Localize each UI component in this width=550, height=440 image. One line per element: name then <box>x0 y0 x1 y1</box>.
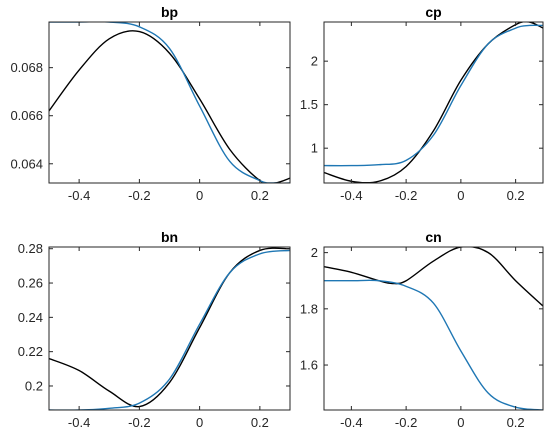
y-tick-label: 1.8 <box>300 301 318 316</box>
x-tick-label: -0.4 <box>340 415 362 430</box>
subplot-title: bn <box>161 229 178 245</box>
y-tick-label: 1.5 <box>300 97 318 112</box>
series-line-blue <box>49 22 290 184</box>
x-tick-label: 0 <box>196 415 203 430</box>
subplot-title: cp <box>425 4 441 20</box>
series-line-black <box>324 246 543 306</box>
y-tick-label: 0.066 <box>10 108 43 123</box>
y-tick-label: 0.064 <box>10 156 43 171</box>
y-tick-label: 2 <box>311 54 318 69</box>
subplot-title: cn <box>425 229 441 245</box>
subplot-title: bp <box>161 4 178 20</box>
y-tick-label: 0.068 <box>10 60 43 75</box>
axes-box <box>49 22 290 183</box>
y-tick-label: 0.2 <box>25 378 43 393</box>
x-tick-label: -0.4 <box>68 188 90 203</box>
axes-box <box>324 22 543 183</box>
x-tick-label: 0.2 <box>507 188 525 203</box>
x-tick-label: -0.2 <box>128 188 150 203</box>
x-tick-label: -0.2 <box>395 415 417 430</box>
subplot-bp: -0.4 -0.2 0 0.2 0.064 0.066 0.068 bp <box>10 4 290 203</box>
x-tick-label: 0 <box>457 415 464 430</box>
x-tick-label: 0.2 <box>507 415 525 430</box>
x-tick-label: 0 <box>196 188 203 203</box>
y-tick-label: 0.28 <box>18 241 43 256</box>
y-tick-label: 2 <box>311 245 318 260</box>
x-tick-label: -0.4 <box>340 188 362 203</box>
y-tick-label: 1.6 <box>300 358 318 373</box>
axes-box <box>324 247 543 410</box>
x-tick-label: 0.2 <box>251 188 269 203</box>
y-tick-label: 0.24 <box>18 310 43 325</box>
x-tick-label: -0.4 <box>68 415 90 430</box>
x-tick-label: 0.2 <box>251 415 269 430</box>
series-line-blue <box>324 25 543 165</box>
x-tick-label: -0.2 <box>128 415 150 430</box>
y-tick-label: 0.26 <box>18 276 43 291</box>
series-line-blue <box>324 280 543 410</box>
series-line-blue <box>49 250 290 410</box>
series-line-black <box>49 31 290 184</box>
series-line-black <box>324 22 543 183</box>
axes-box <box>49 247 290 410</box>
subplot-cn: -0.4 -0.2 0 0.2 1.6 1.8 2 cn <box>300 229 543 430</box>
x-tick-label: 0 <box>457 188 464 203</box>
subplot-bn: -0.4 -0.2 0 0.2 0.2 0.22 0.24 0.26 0.28 bn <box>18 229 290 430</box>
series-line-black <box>49 248 290 407</box>
y-tick-label: 1 <box>311 141 318 156</box>
subplot-cp: -0.4 -0.2 0 0.2 1 1.5 2 cp <box>300 4 543 203</box>
x-tick-label: -0.2 <box>395 188 417 203</box>
y-tick-label: 0.22 <box>18 344 43 359</box>
